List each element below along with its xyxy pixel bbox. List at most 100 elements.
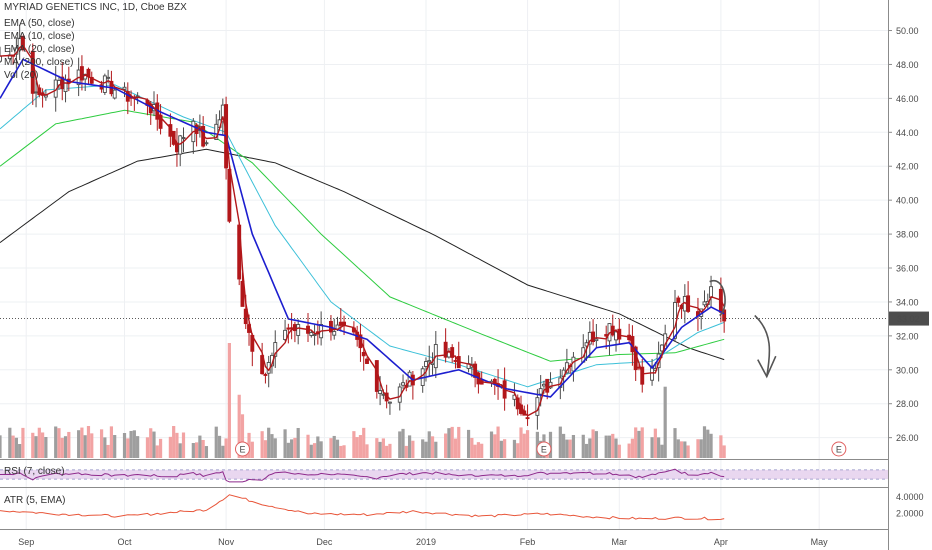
volume-bar <box>60 437 64 458</box>
volume-bar <box>450 426 454 458</box>
volume-bar <box>267 427 271 458</box>
last-price-tag <box>889 311 929 326</box>
volume-bar <box>109 426 114 458</box>
earnings-marker[interactable] <box>234 441 250 457</box>
volume-bar <box>37 427 41 458</box>
volume-bar <box>178 443 182 458</box>
candle <box>591 331 596 342</box>
earnings-marker[interactable] <box>831 441 847 457</box>
earnings-marker-label: E <box>541 445 547 455</box>
volume-bar <box>581 434 585 458</box>
atr-label: ATR (5, EMA) <box>4 495 65 506</box>
volume-bar <box>129 430 133 458</box>
earnings-marker[interactable] <box>536 441 552 457</box>
candle <box>381 393 386 396</box>
volume-bar <box>588 438 592 458</box>
x-tick-label: Dec <box>316 537 333 547</box>
volume-bar <box>332 435 336 458</box>
candle <box>401 382 405 386</box>
volume-bar <box>663 386 667 458</box>
candle <box>702 301 707 306</box>
volume-bar <box>365 444 369 458</box>
volume-bar <box>493 434 497 458</box>
volume-bar <box>181 432 186 458</box>
x-tick-label: Nov <box>218 537 235 547</box>
volume-bar <box>158 438 163 458</box>
candle <box>0 55 2 62</box>
candle <box>263 374 268 376</box>
candle <box>273 342 278 357</box>
volume-bar <box>204 446 209 458</box>
volume-bar <box>342 445 346 458</box>
volume-bar <box>296 427 300 458</box>
volume-bar <box>168 436 172 458</box>
volume-bar <box>309 444 313 458</box>
volume-bar <box>476 442 481 458</box>
volume-bar <box>31 432 35 458</box>
volume-bar <box>375 438 379 458</box>
volume-bar <box>175 432 179 458</box>
volume-bar <box>630 438 635 458</box>
candle <box>204 142 209 145</box>
volume-bar <box>702 426 707 458</box>
volume-bar <box>548 431 553 458</box>
volume-bar <box>224 438 228 458</box>
volume-bar <box>77 430 81 458</box>
candle <box>79 66 84 81</box>
volume-bar <box>401 428 405 458</box>
volume-bar <box>195 442 199 458</box>
candle <box>407 371 412 387</box>
volume-bar <box>221 445 225 458</box>
y-tick-label: 48.00 <box>896 60 919 70</box>
ema10-line <box>0 58 725 398</box>
volume-bar <box>237 394 241 458</box>
candle <box>181 137 186 139</box>
volume-bar <box>83 435 87 458</box>
y-tick-label: 26.00 <box>896 433 919 443</box>
volume-bar <box>617 444 621 458</box>
candle <box>453 360 458 362</box>
volume-bar <box>8 427 12 458</box>
volume-bar <box>63 436 68 458</box>
volume-bar <box>562 433 566 458</box>
candle <box>309 332 314 336</box>
volume-bar <box>706 429 710 458</box>
candle <box>548 381 553 389</box>
volume-bar <box>676 439 680 458</box>
candle <box>243 308 248 325</box>
volume-bar <box>434 441 438 458</box>
x-tick-label: 2019 <box>416 537 436 547</box>
atr-tick-label: 2.0000 <box>896 508 924 518</box>
candle <box>332 331 337 336</box>
volume-bar <box>686 445 690 458</box>
volume-bar <box>571 434 576 458</box>
volume-bar <box>722 445 726 458</box>
x-tick-label: Oct <box>118 537 133 547</box>
volume-bar <box>335 439 340 458</box>
candle <box>387 401 392 404</box>
candle <box>112 89 117 99</box>
candle <box>122 86 127 90</box>
volume-bar <box>293 437 297 458</box>
volume-bar <box>319 441 323 458</box>
legend-title: MYRIAD GENETICS INC, 1D, Cboe BZX <box>4 2 187 13</box>
volume-bar <box>90 433 94 458</box>
volume-bar <box>404 445 408 458</box>
volume-bar <box>385 445 389 458</box>
volume-bar <box>679 441 684 458</box>
candle <box>525 417 530 420</box>
volume-bar <box>191 443 195 458</box>
volume-bar <box>290 439 294 458</box>
candle <box>365 358 369 364</box>
volume-bar <box>0 435 2 458</box>
volume-bar <box>519 427 523 458</box>
volume-bar <box>103 437 107 458</box>
volume-bar <box>240 414 245 458</box>
y-tick-label: 44.00 <box>896 128 919 138</box>
legend-ma200: MA (200, close) <box>4 57 73 68</box>
fast-ma-line <box>0 44 725 417</box>
y-tick-label: 36.00 <box>896 264 919 274</box>
candle <box>63 79 68 93</box>
earnings-marker-label: E <box>836 445 842 455</box>
